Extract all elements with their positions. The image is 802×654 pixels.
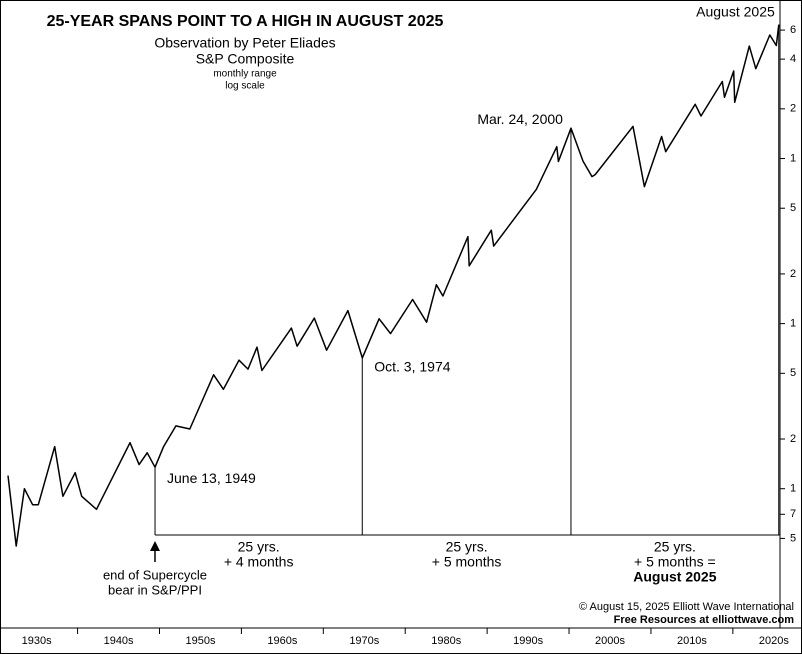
x-tick-label: 1950s [185,635,215,647]
subtitle: Observation by Peter Eliades [154,35,335,51]
note: monthly range [213,69,277,80]
span-emphasis: August 2025 [633,569,716,585]
x-tick-label: 1990s [513,635,543,647]
annotation: Mar. 24, 2000 [477,111,563,127]
span-label: 25 yrs. [654,539,696,555]
x-tick-label: 1970s [349,635,379,647]
note: log scale [225,81,265,92]
span-label: + 5 months = [634,554,716,570]
span-label: 25 yrs. [238,539,280,555]
y-tick-label: 2 [790,433,796,445]
annotation: Oct. 3, 1974 [374,359,450,375]
annotation: August 2025 [696,3,775,19]
arrow-head [150,541,160,551]
x-tick-label: 2010s [677,635,707,647]
arrow-note: end of Supercycle [103,567,207,582]
x-tick-label: 2000s [595,635,625,647]
span-label: 25 yrs. [446,539,488,555]
x-tick-label: 2020s [759,635,789,647]
y-tick-label: 5 [790,532,796,544]
y-tick-label: 5 [790,202,796,214]
chart-title: 25-YEAR SPANS POINT TO A HIGH IN AUGUST … [47,13,444,30]
y-tick-label: 2 [790,268,796,280]
y-tick-label: 1 [790,483,796,495]
arrow-note: bear in S&P/PPI [108,582,202,597]
y-tick-label: 1 [790,318,796,330]
credit: © August 15, 2025 Elliott Wave Internati… [579,601,794,613]
price-line [7,24,780,547]
credit: Free Resources at elliottwave.com [614,614,795,626]
x-tick-label: 1980s [431,635,461,647]
subtitle: S&P Composite [196,51,295,67]
x-tick-label: 1940s [104,635,134,647]
annotation: June 13, 1949 [167,470,256,486]
x-tick-label: 1960s [267,635,297,647]
y-tick-label: 7 [790,508,796,520]
y-tick-label: 6 [790,24,796,36]
x-tick-label: 1930s [22,635,52,647]
span-label: + 4 months [224,554,294,570]
y-tick-label: 1 [790,152,796,164]
y-tick-label: 4 [790,53,796,65]
span-label: + 5 months [432,554,502,570]
y-tick-label: 2 [790,103,796,115]
y-tick-label: 5 [790,367,796,379]
